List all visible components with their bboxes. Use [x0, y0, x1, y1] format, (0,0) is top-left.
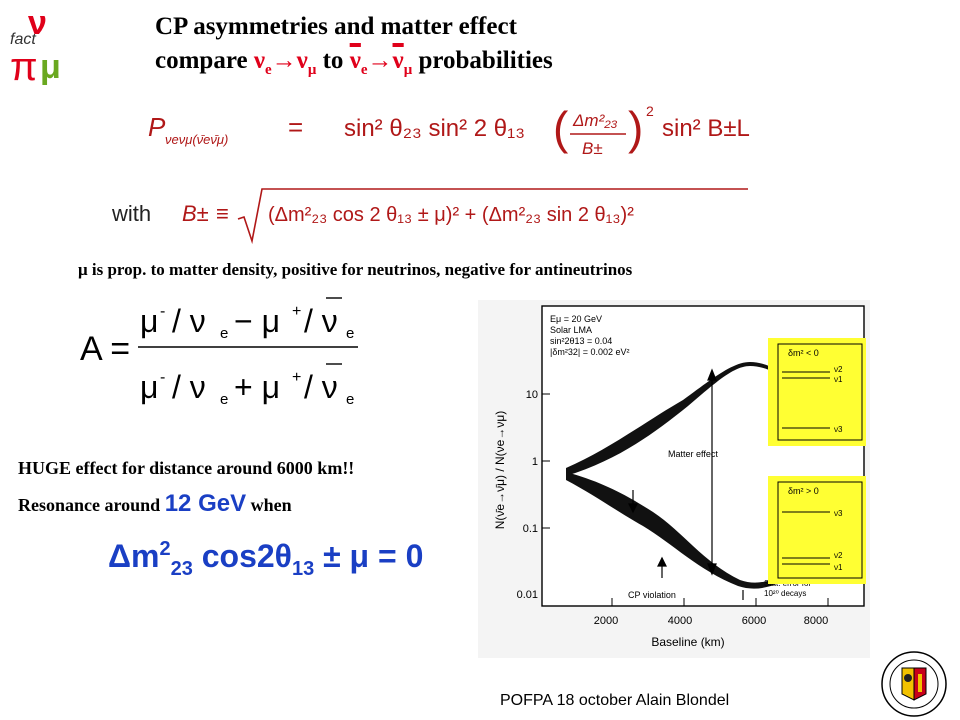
svg-text:e: e	[220, 325, 228, 342]
svg-text:): )	[628, 102, 643, 154]
svg-text:π: π	[10, 45, 38, 86]
svg-text:ν3: ν3	[834, 509, 843, 518]
svg-text:e: e	[220, 391, 228, 408]
svg-text:− μ: − μ	[234, 303, 280, 339]
nufact-logo: fact ν π μ	[10, 4, 61, 86]
svg-text:e: e	[346, 391, 354, 408]
huge-effect-text: HUGE effect for distance around 6000 km!…	[18, 458, 355, 478]
x-tick-2000: 2000	[594, 615, 618, 627]
y-tick-1: 1	[532, 456, 538, 468]
b-definition-equation: with B± ≡ (Δm²₂₃ cos 2 θ₁₃ ± μ)² + (Δm²₂…	[112, 188, 748, 245]
legend-solar: Solar LMA	[550, 325, 592, 335]
svg-text:ν: ν	[28, 4, 47, 42]
svg-text:(: (	[553, 102, 569, 154]
legend-energy: Eμ = 20 GeV	[550, 314, 602, 324]
x-tick-4000: 4000	[668, 615, 692, 627]
resonance-energy: 12 GeV	[164, 490, 247, 517]
svg-text:+: +	[292, 369, 301, 386]
cp-violation-label: CP violation	[628, 590, 676, 600]
svg-text:/ ν: / ν	[304, 369, 338, 405]
svg-text:with: with	[112, 201, 151, 226]
svg-text:-: -	[160, 303, 165, 320]
university-seal-logo	[881, 651, 947, 717]
resonance-text: Resonance around 12 GeV when	[18, 490, 292, 517]
stat-error-label-2: 10²⁰ decays	[764, 589, 806, 598]
svg-text:/ ν: / ν	[172, 303, 206, 339]
y-tick-0.1: 0.1	[523, 523, 538, 535]
probability-equation: P νeνμ(ν̄eν̄μ) = sin² θ₂₃ sin² 2 θ₁₃ ( Δ…	[148, 102, 750, 158]
svg-text:A =: A =	[80, 330, 130, 368]
x-tick-6000: 6000	[742, 615, 766, 627]
svg-text:-: -	[160, 369, 165, 386]
svg-text:ν2: ν2	[834, 365, 843, 374]
y-axis-label: N(ν̄e→ν̄μ) / N(νe→νμ)	[493, 411, 507, 530]
svg-text:B±: B±	[582, 139, 603, 158]
svg-text:≡: ≡	[216, 201, 229, 226]
nu-bar-symbol: νe→νμ	[349, 47, 413, 78]
svg-text:sin² B±L: sin² B±L	[662, 115, 750, 142]
svg-text:sin² θ₂₃ sin² 2 θ₁₃: sin² θ₂₃ sin² 2 θ₁₃	[344, 115, 525, 142]
svg-text:=: =	[288, 112, 303, 142]
svg-text:/ ν: / ν	[172, 369, 206, 405]
svg-text:B±: B±	[182, 201, 209, 226]
footer-text: POFPA 18 october Alain Blondel	[500, 692, 730, 709]
svg-text:+ μ: + μ	[234, 369, 280, 405]
svg-text:δm² < 0: δm² < 0	[788, 348, 819, 358]
svg-text:ν2: ν2	[834, 551, 843, 560]
svg-text:+: +	[292, 303, 301, 320]
title-line-2: compare νe→νμ to νe→νμ probabilities	[155, 47, 553, 78]
svg-text:Δm²₂₃: Δm²₂₃	[572, 111, 618, 130]
matter-effect-label: Matter effect	[668, 449, 718, 459]
svg-text:fact: fact	[10, 31, 36, 48]
x-tick-8000: 8000	[804, 615, 828, 627]
svg-text:P: P	[148, 112, 166, 142]
svg-text:ν1: ν1	[834, 563, 843, 572]
mass-hierarchy-box-top: δm² < 0 ν2 ν1 ν3	[768, 338, 866, 446]
svg-text:/ ν: / ν	[304, 303, 338, 339]
svg-text:δm² > 0: δm² > 0	[788, 486, 819, 496]
mu-note: μ is prop. to matter density, positive f…	[78, 260, 633, 279]
slide-title: CP asymmetries and matter effect compare…	[155, 10, 553, 87]
legend-dm: |δm²32| = 0.002 eV²	[550, 347, 629, 357]
svg-text:2: 2	[646, 103, 654, 119]
svg-text:νeνμ(ν̄eν̄μ): νeνμ(ν̄eν̄μ)	[165, 132, 228, 147]
svg-text:e: e	[346, 325, 354, 342]
upper-curve-band	[566, 362, 818, 476]
svg-text:ν1: ν1	[834, 375, 843, 384]
resonance-condition: Δm223 cos2θ13 ± μ = 0	[108, 538, 424, 580]
x-axis-label: Baseline (km)	[651, 635, 724, 649]
lower-curve-band	[566, 472, 824, 589]
svg-text:(Δm²₂₃ cos 2 θ₁₃ ± μ)² + (Δm²₂: (Δm²₂₃ cos 2 θ₁₃ ± μ)² + (Δm²₂₃ sin 2 θ₁…	[268, 204, 634, 226]
svg-text:μ: μ	[140, 303, 158, 339]
svg-text:μ: μ	[140, 369, 158, 405]
y-tick-10: 10	[526, 389, 538, 401]
legend-sin: sin²2θ13 = 0.04	[550, 336, 612, 346]
baseline-ratio-plot: 10 1 0.1 0.01 2000 4000 6000 8000 Baseli…	[478, 300, 870, 658]
mass-hierarchy-box-bottom: δm² > 0 ν3 ν2 ν1	[768, 476, 866, 584]
y-tick-0.01: 0.01	[517, 589, 538, 601]
svg-text:μ: μ	[40, 48, 61, 86]
nu-e-symbol: νe→νμ	[253, 47, 317, 78]
title-line-1: CP asymmetries and matter effect	[155, 13, 517, 40]
svg-text:ν3: ν3	[834, 425, 843, 434]
